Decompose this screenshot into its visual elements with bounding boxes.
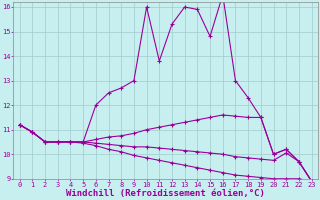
X-axis label: Windchill (Refroidissement éolien,°C): Windchill (Refroidissement éolien,°C)	[66, 189, 265, 198]
